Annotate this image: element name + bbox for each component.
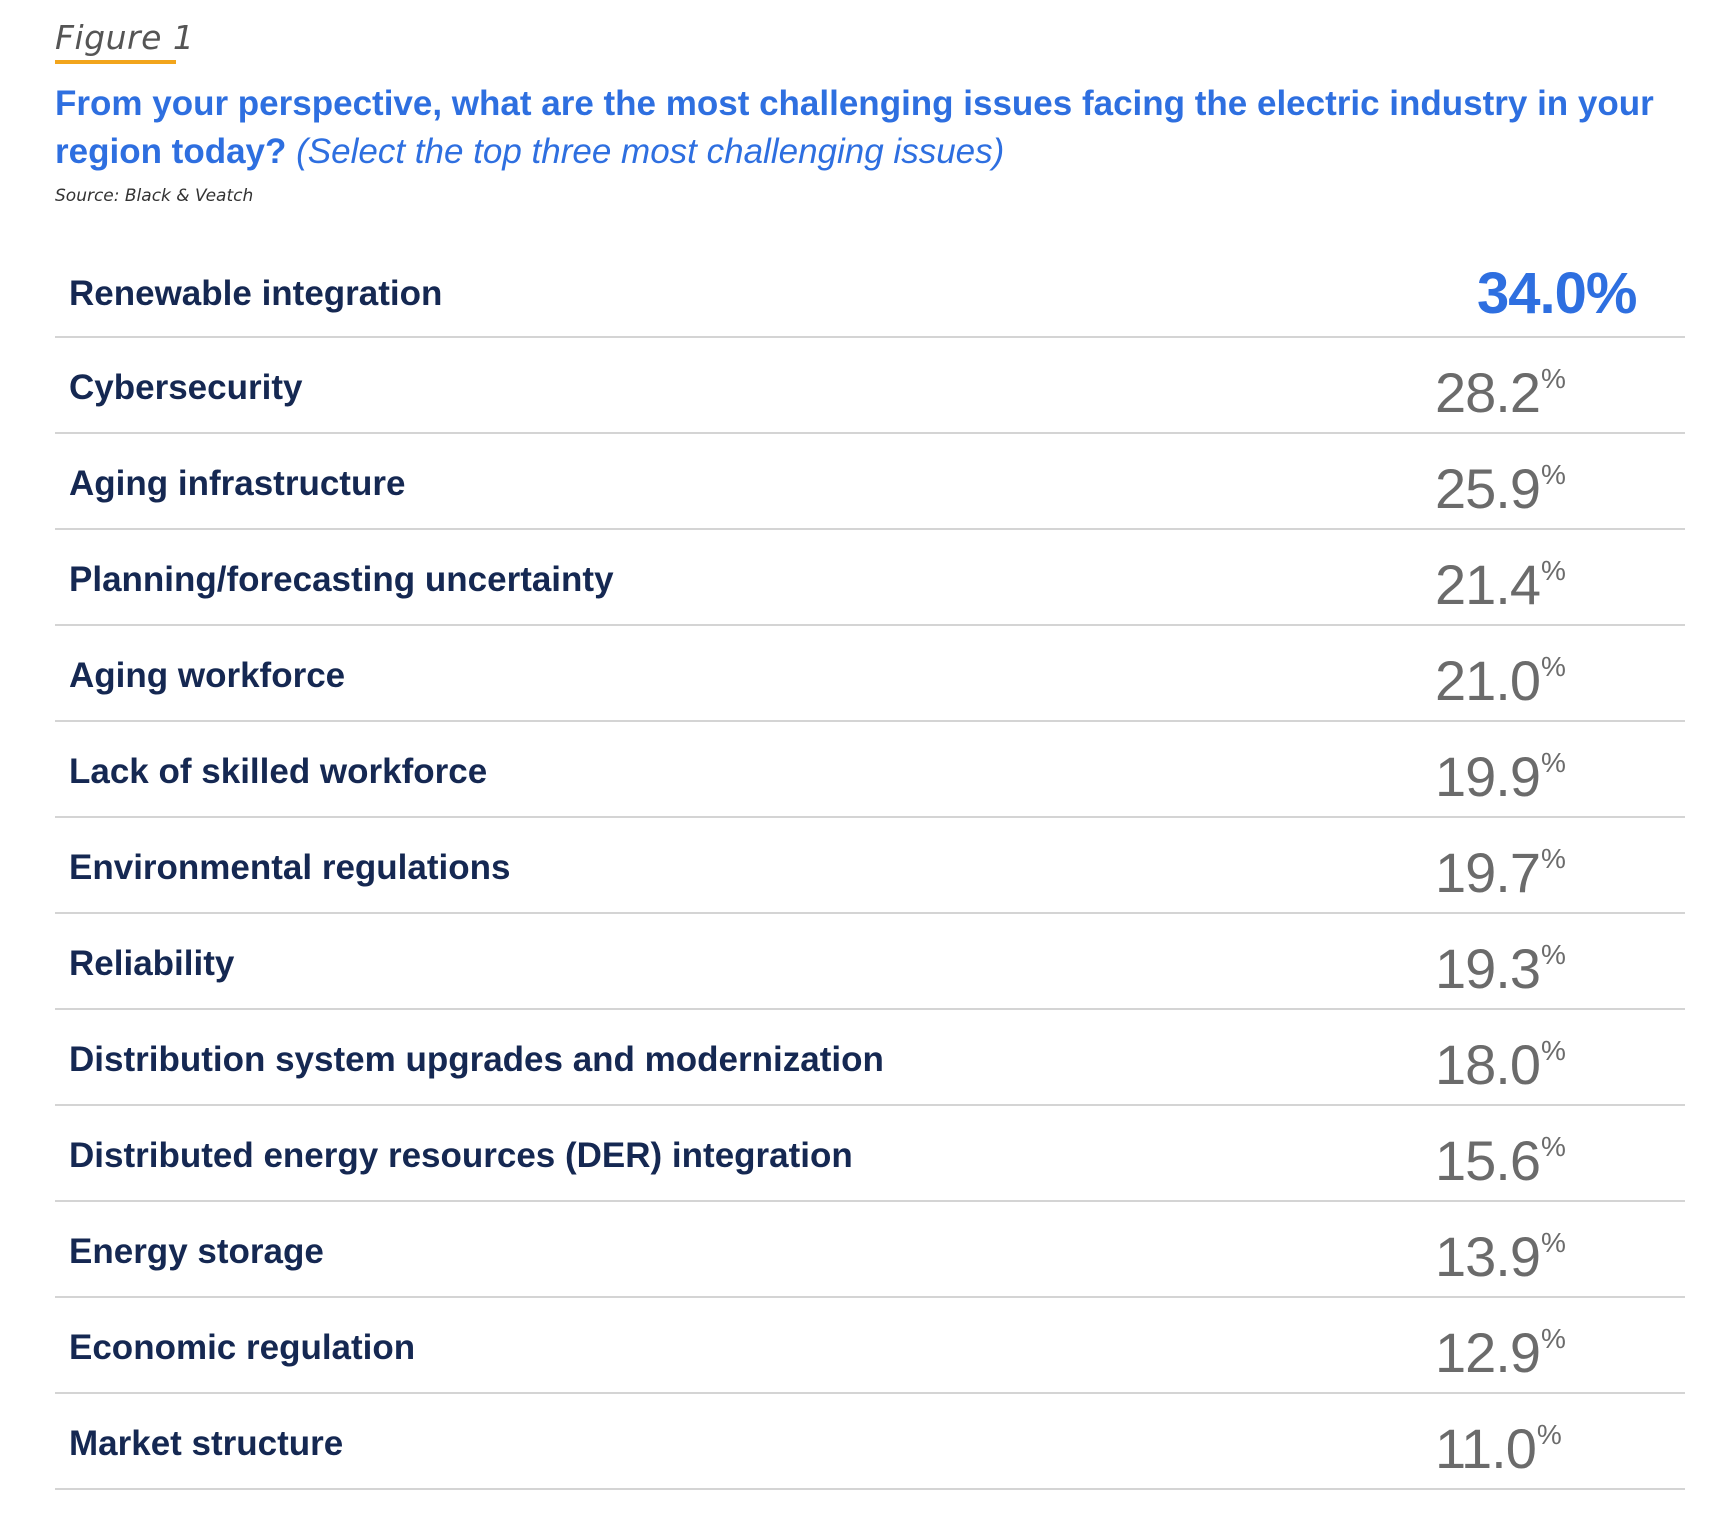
issue-percentage: 13.9% bbox=[1435, 1225, 1566, 1288]
table-row: Economic regulation 12.9% bbox=[55, 1298, 1685, 1394]
table-row: Energy storage 13.9% bbox=[55, 1202, 1685, 1298]
issue-label: Renewable integration bbox=[69, 274, 443, 313]
issue-percentage: 34.0% bbox=[1477, 261, 1637, 326]
figure-label: Figure 1 bbox=[55, 18, 195, 57]
issue-percentage: 15.6% bbox=[1435, 1129, 1566, 1192]
issue-label: Distributed energy resources (DER) integ… bbox=[69, 1136, 853, 1175]
issue-label: Cybersecurity bbox=[69, 368, 303, 407]
table-row: Planning/forecasting uncertainty 21.4% bbox=[55, 530, 1685, 626]
table-row: Market structure 11.0% bbox=[55, 1394, 1685, 1490]
table-row: Distribution system upgrades and moderni… bbox=[55, 1010, 1685, 1106]
figure-label-underline bbox=[55, 60, 176, 64]
issue-label: Energy storage bbox=[69, 1232, 324, 1271]
issue-label: Aging infrastructure bbox=[69, 464, 406, 503]
table-row: Distributed energy resources (DER) integ… bbox=[55, 1106, 1685, 1202]
issue-label: Lack of skilled workforce bbox=[69, 752, 488, 791]
table-row: Renewable integration 34.0% bbox=[55, 240, 1685, 338]
table-row: Environmental regulations 19.7% bbox=[55, 818, 1685, 914]
issue-percentage: 19.9% bbox=[1435, 745, 1566, 808]
issue-percentage: 21.0% bbox=[1435, 649, 1566, 712]
issue-percentage: 25.9% bbox=[1435, 457, 1566, 520]
table-row: Lack of skilled workforce 19.9% bbox=[55, 722, 1685, 818]
issue-label: Market structure bbox=[69, 1424, 344, 1463]
chart-title-question: From your perspective, what are the most… bbox=[55, 84, 1654, 171]
issue-percentage: 11.0% bbox=[1435, 1417, 1562, 1480]
issue-percentage: 19.7% bbox=[1435, 841, 1566, 904]
table-row: Cybersecurity 28.2% bbox=[55, 338, 1685, 434]
source-note: Source: Black & Veatch bbox=[55, 186, 254, 206]
issue-label: Planning/forecasting uncertainty bbox=[69, 560, 614, 599]
issue-label: Aging workforce bbox=[69, 656, 346, 695]
chart-title: From your perspective, what are the most… bbox=[55, 80, 1655, 176]
issue-percentage: 21.4% bbox=[1435, 553, 1566, 616]
issue-percentage: 18.0% bbox=[1435, 1033, 1566, 1096]
table-row: Reliability 19.3% bbox=[55, 914, 1685, 1010]
issue-label: Reliability bbox=[69, 944, 235, 983]
issue-percentage: 28.2% bbox=[1435, 361, 1566, 424]
table-row: Aging infrastructure 25.9% bbox=[55, 434, 1685, 530]
issue-label: Environmental regulations bbox=[69, 848, 511, 887]
table-row: Aging workforce 21.0% bbox=[55, 626, 1685, 722]
chart-title-note: (Select the top three most challenging i… bbox=[296, 132, 1005, 171]
issue-label: Distribution system upgrades and moderni… bbox=[69, 1040, 884, 1079]
issue-percentage: 19.3% bbox=[1435, 937, 1566, 1000]
issue-percentage: 12.9% bbox=[1435, 1321, 1566, 1384]
issue-label: Economic regulation bbox=[69, 1328, 416, 1367]
